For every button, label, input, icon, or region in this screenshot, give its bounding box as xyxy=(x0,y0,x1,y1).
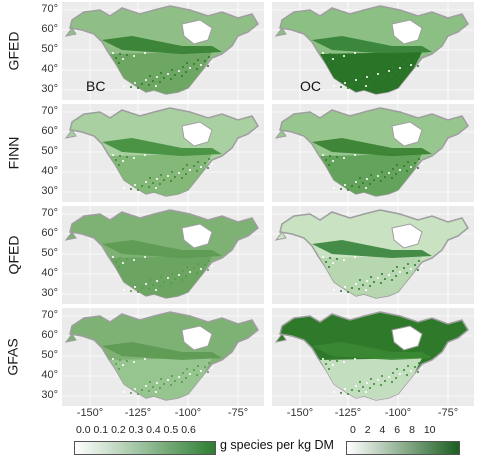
map-finn-oc xyxy=(272,104,474,202)
map-canvas xyxy=(272,2,474,100)
latitude-tick-label: 40° xyxy=(41,369,58,381)
latitude-tick-label: 50° xyxy=(41,349,58,361)
latitude-tick-label: 30° xyxy=(41,389,58,401)
longitude-tick-label: -150° xyxy=(286,407,314,419)
latitude-tick-label: 50° xyxy=(41,43,58,55)
map-gfed-bc xyxy=(62,2,264,100)
latitude-tick-label: 30° xyxy=(41,287,58,299)
latitude-tick-label: 50° xyxy=(41,145,58,157)
latitude-tick-label: 70° xyxy=(41,207,58,219)
longitude-tick-label: -75° xyxy=(437,407,459,419)
map-canvas xyxy=(62,2,264,100)
latitude-tick-label: 60° xyxy=(41,227,58,239)
map-gfas-oc xyxy=(272,308,474,406)
longitude-tick-label: -150° xyxy=(76,407,104,419)
latitude-tick-label: 30° xyxy=(41,185,58,197)
row-label-qfed: QFED xyxy=(5,235,22,275)
longitude-tick-label: -75° xyxy=(227,407,249,419)
map-gfas-bc xyxy=(62,308,264,406)
legend-left-ticks: 0.0 0.1 0.2 0.3 0.4 0.5 0.6 xyxy=(76,424,196,436)
latitude-tick-label: 60° xyxy=(41,23,58,35)
longitude-tick-label: -125° xyxy=(334,407,362,419)
row-label-finn: FINN xyxy=(5,136,22,170)
map-canvas xyxy=(272,308,474,406)
latitude-tick-label: 70° xyxy=(41,309,58,321)
map-canvas xyxy=(272,104,474,202)
map-canvas xyxy=(62,104,264,202)
latitude-tick-label: 40° xyxy=(41,267,58,279)
legend-title: g species per kg DM xyxy=(220,438,334,452)
map-gfed-oc xyxy=(272,2,474,100)
panel-tag-oc: OC xyxy=(300,78,321,94)
latitude-tick-label: 50° xyxy=(41,247,58,259)
longitude-tick-label: -100° xyxy=(174,407,202,419)
latitude-tick-label: 60° xyxy=(41,329,58,341)
map-canvas xyxy=(62,206,264,304)
panel-tag-bc: BC xyxy=(86,78,106,94)
row-label-gfed: GFED xyxy=(5,31,22,71)
map-qfed-oc xyxy=(272,206,474,304)
longitude-tick-label: -125° xyxy=(124,407,152,419)
latitude-tick-label: 60° xyxy=(41,125,58,137)
legend-right-ticks: 0 2 4 6 8 10 xyxy=(350,424,436,436)
map-canvas xyxy=(62,308,264,406)
latitude-tick-label: 30° xyxy=(41,83,58,95)
map-finn-bc xyxy=(62,104,264,202)
latitude-tick-label: 70° xyxy=(41,105,58,117)
legend-right-colorbar xyxy=(346,441,460,455)
map-canvas xyxy=(272,206,474,304)
map-qfed-bc xyxy=(62,206,264,304)
latitude-tick-label: 40° xyxy=(41,165,58,177)
legend-left-colorbar xyxy=(74,441,216,455)
latitude-tick-label: 70° xyxy=(41,3,58,15)
row-label-gfas: GFAS xyxy=(5,338,22,376)
longitude-tick-label: -100° xyxy=(384,407,412,419)
latitude-tick-label: 40° xyxy=(41,63,58,75)
